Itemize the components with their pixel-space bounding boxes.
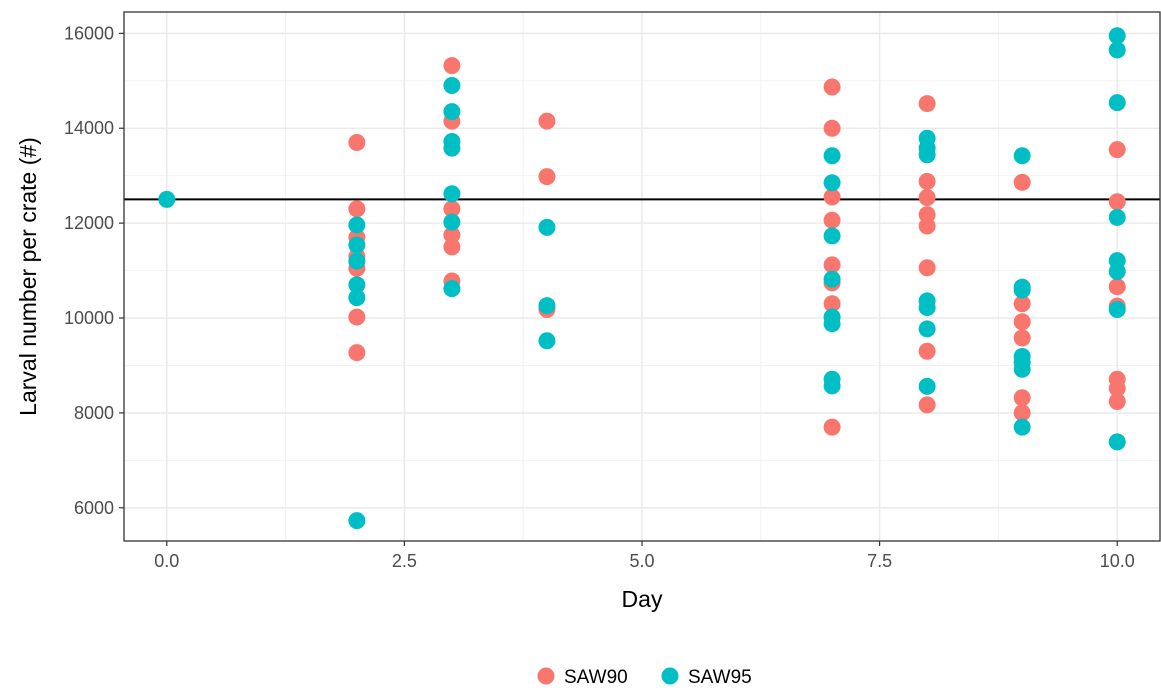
data-point	[1108, 278, 1126, 296]
legend-item-saw90: SAW90	[537, 667, 628, 688]
data-point	[443, 238, 461, 256]
x-axis: 0.0 2.5 5.0 7.5 10.0	[154, 541, 1135, 571]
data-point	[1108, 263, 1126, 281]
data-point	[1108, 141, 1126, 159]
x-tick-label: 7.5	[867, 551, 892, 571]
y-tick-label: 12000	[64, 213, 114, 233]
data-point	[823, 418, 841, 436]
data-point	[348, 289, 366, 307]
data-point	[348, 276, 366, 294]
data-point	[443, 280, 461, 298]
data-point	[1013, 147, 1031, 165]
data-point	[348, 236, 366, 254]
series-saw95	[158, 27, 1126, 530]
data-point	[918, 95, 936, 113]
data-point	[918, 342, 936, 360]
data-point	[538, 168, 556, 186]
y-tick-label: 6000	[74, 498, 114, 518]
data-point	[158, 190, 176, 208]
data-point	[1013, 360, 1031, 378]
data-point	[348, 512, 366, 530]
legend-key	[537, 667, 555, 685]
data-point	[918, 146, 936, 164]
x-tick-label: 2.5	[392, 551, 417, 571]
y-axis: 6000 8000 10000 12000 14000 16000	[64, 23, 124, 518]
data-point	[538, 297, 556, 315]
data-point	[348, 252, 366, 270]
data-point	[823, 211, 841, 229]
data-point	[823, 256, 841, 274]
legend: SAW90 SAW95	[537, 667, 752, 688]
data-point	[823, 377, 841, 395]
data-point	[1108, 94, 1126, 112]
data-point	[918, 377, 936, 395]
data-point	[823, 119, 841, 137]
data-point	[1108, 300, 1126, 318]
data-point	[1013, 295, 1031, 313]
data-point	[1013, 313, 1031, 331]
data-point	[443, 226, 461, 244]
data-point	[1108, 208, 1126, 226]
data-point	[918, 396, 936, 414]
y-tick-label: 14000	[64, 118, 114, 138]
data-point	[823, 78, 841, 96]
y-tick-label: 10000	[64, 308, 114, 328]
data-point	[443, 200, 461, 218]
data-point	[538, 112, 556, 130]
data-point	[1108, 379, 1126, 397]
data-point	[823, 174, 841, 192]
data-point	[1013, 329, 1031, 347]
legend-label: SAW95	[688, 667, 752, 688]
data-point	[348, 200, 366, 218]
y-axis-title: Larval number per crate (#)	[15, 137, 41, 416]
data-point	[918, 299, 936, 317]
data-point	[443, 139, 461, 157]
y-tick-label: 8000	[74, 403, 114, 423]
data-point	[1013, 404, 1031, 422]
data-point	[1108, 433, 1126, 451]
legend-key	[661, 667, 679, 685]
data-point	[918, 172, 936, 190]
data-point	[823, 227, 841, 245]
data-point	[348, 308, 366, 326]
data-point	[918, 320, 936, 338]
data-point	[538, 332, 556, 350]
data-point	[1108, 393, 1126, 411]
data-point	[823, 270, 841, 288]
data-point	[918, 217, 936, 235]
data-point	[1013, 418, 1031, 436]
data-point	[1013, 173, 1031, 191]
data-point	[443, 213, 461, 231]
x-tick-label: 0.0	[154, 551, 179, 571]
data-point	[918, 189, 936, 207]
data-point	[443, 185, 461, 203]
data-point	[823, 295, 841, 313]
data-point	[348, 344, 366, 362]
legend-item-saw95: SAW95	[661, 667, 752, 688]
data-points	[158, 27, 1126, 530]
data-point	[1013, 389, 1031, 407]
data-point	[1108, 41, 1126, 59]
data-point	[1108, 27, 1126, 45]
legend-label: SAW90	[564, 667, 628, 688]
data-point	[443, 77, 461, 95]
x-tick-label: 5.0	[629, 551, 654, 571]
data-point	[918, 259, 936, 277]
data-point	[823, 147, 841, 165]
data-point	[1013, 281, 1031, 299]
data-point	[823, 188, 841, 206]
x-axis-title: Day	[622, 586, 663, 612]
data-point	[443, 103, 461, 121]
x-tick-label: 10.0	[1100, 551, 1135, 571]
data-point	[348, 133, 366, 151]
y-tick-label: 16000	[64, 23, 114, 43]
data-point	[1108, 193, 1126, 211]
data-point	[538, 218, 556, 236]
data-point	[348, 216, 366, 234]
data-point	[443, 57, 461, 75]
data-point	[823, 315, 841, 333]
